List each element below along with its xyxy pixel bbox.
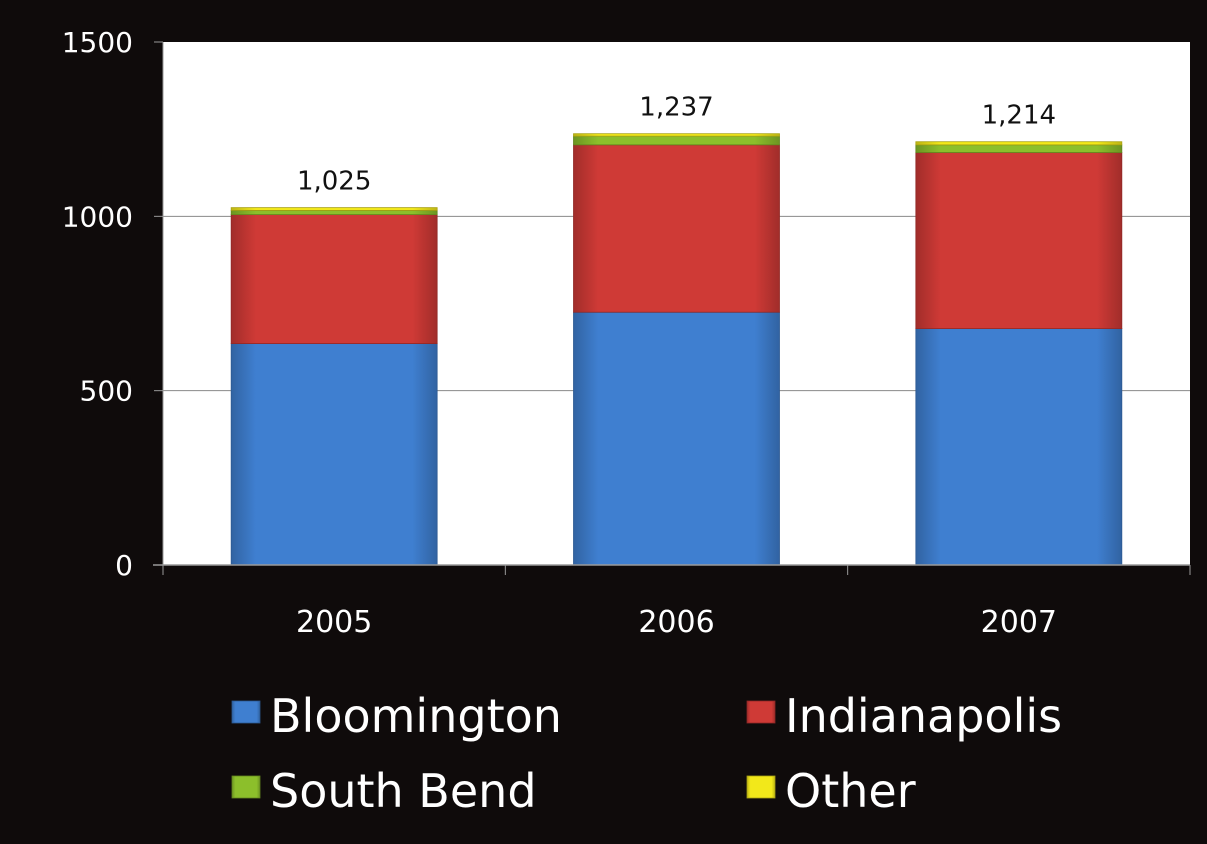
bar-bloomington-2007 [915,328,1123,566]
bar-other-2006 [573,133,780,137]
y-tick-label-1500: 1500 [62,26,133,59]
legend-label-south-bend: South Bend [270,764,537,818]
bar-south-bend-2006 [573,135,780,146]
legend-label-bloomington: Bloomington [270,689,562,743]
legend-item-indianapolis: Indianapolis [746,689,1062,743]
x-tick-label-2006: 2006 [638,605,714,640]
legend-item-other: Other [746,764,916,818]
y-tick-label-0: 0 [115,549,133,582]
bar-bloomington-2006 [573,311,780,566]
y-tick-label-1000: 1000 [62,200,133,233]
bar-other-2005 [230,207,438,211]
legend-label-indianapolis: Indianapolis [785,689,1062,743]
legend-label-other: Other [785,764,916,818]
legend-swatch-other [746,775,776,799]
total-label-2006: 1,237 [639,93,713,123]
total-labels: 1,025 1,237 1,214 [297,93,1056,197]
bar-indianapolis-2005 [230,214,438,344]
y-tick-label-500: 500 [80,375,133,408]
legend-item-bloomington: Bloomington [231,689,562,743]
legend-swatch-bloomington [231,700,261,724]
total-label-2005: 1,025 [297,167,371,197]
total-label-2007: 1,214 [982,101,1056,131]
bar-bloomington-2005 [230,343,438,566]
legend-swatch-indianapolis [746,700,776,724]
bars [230,133,1123,566]
x-tick-label-2005: 2005 [296,605,372,640]
x-tick-label-2007: 2007 [981,605,1057,640]
legend: Bloomington Indianapolis South Bend Other [231,689,1062,818]
bar-indianapolis-2006 [573,144,780,313]
bar-south-bend-2007 [915,144,1123,153]
legend-swatch-south-bend [231,775,261,799]
axes: 0 500 1000 1500 2005 2006 2007 [62,26,1191,640]
bar-other-2007 [915,141,1123,146]
bar-indianapolis-2007 [915,152,1123,330]
legend-item-south-bend: South Bend [231,764,537,818]
bar-south-bend-2005 [230,210,438,215]
